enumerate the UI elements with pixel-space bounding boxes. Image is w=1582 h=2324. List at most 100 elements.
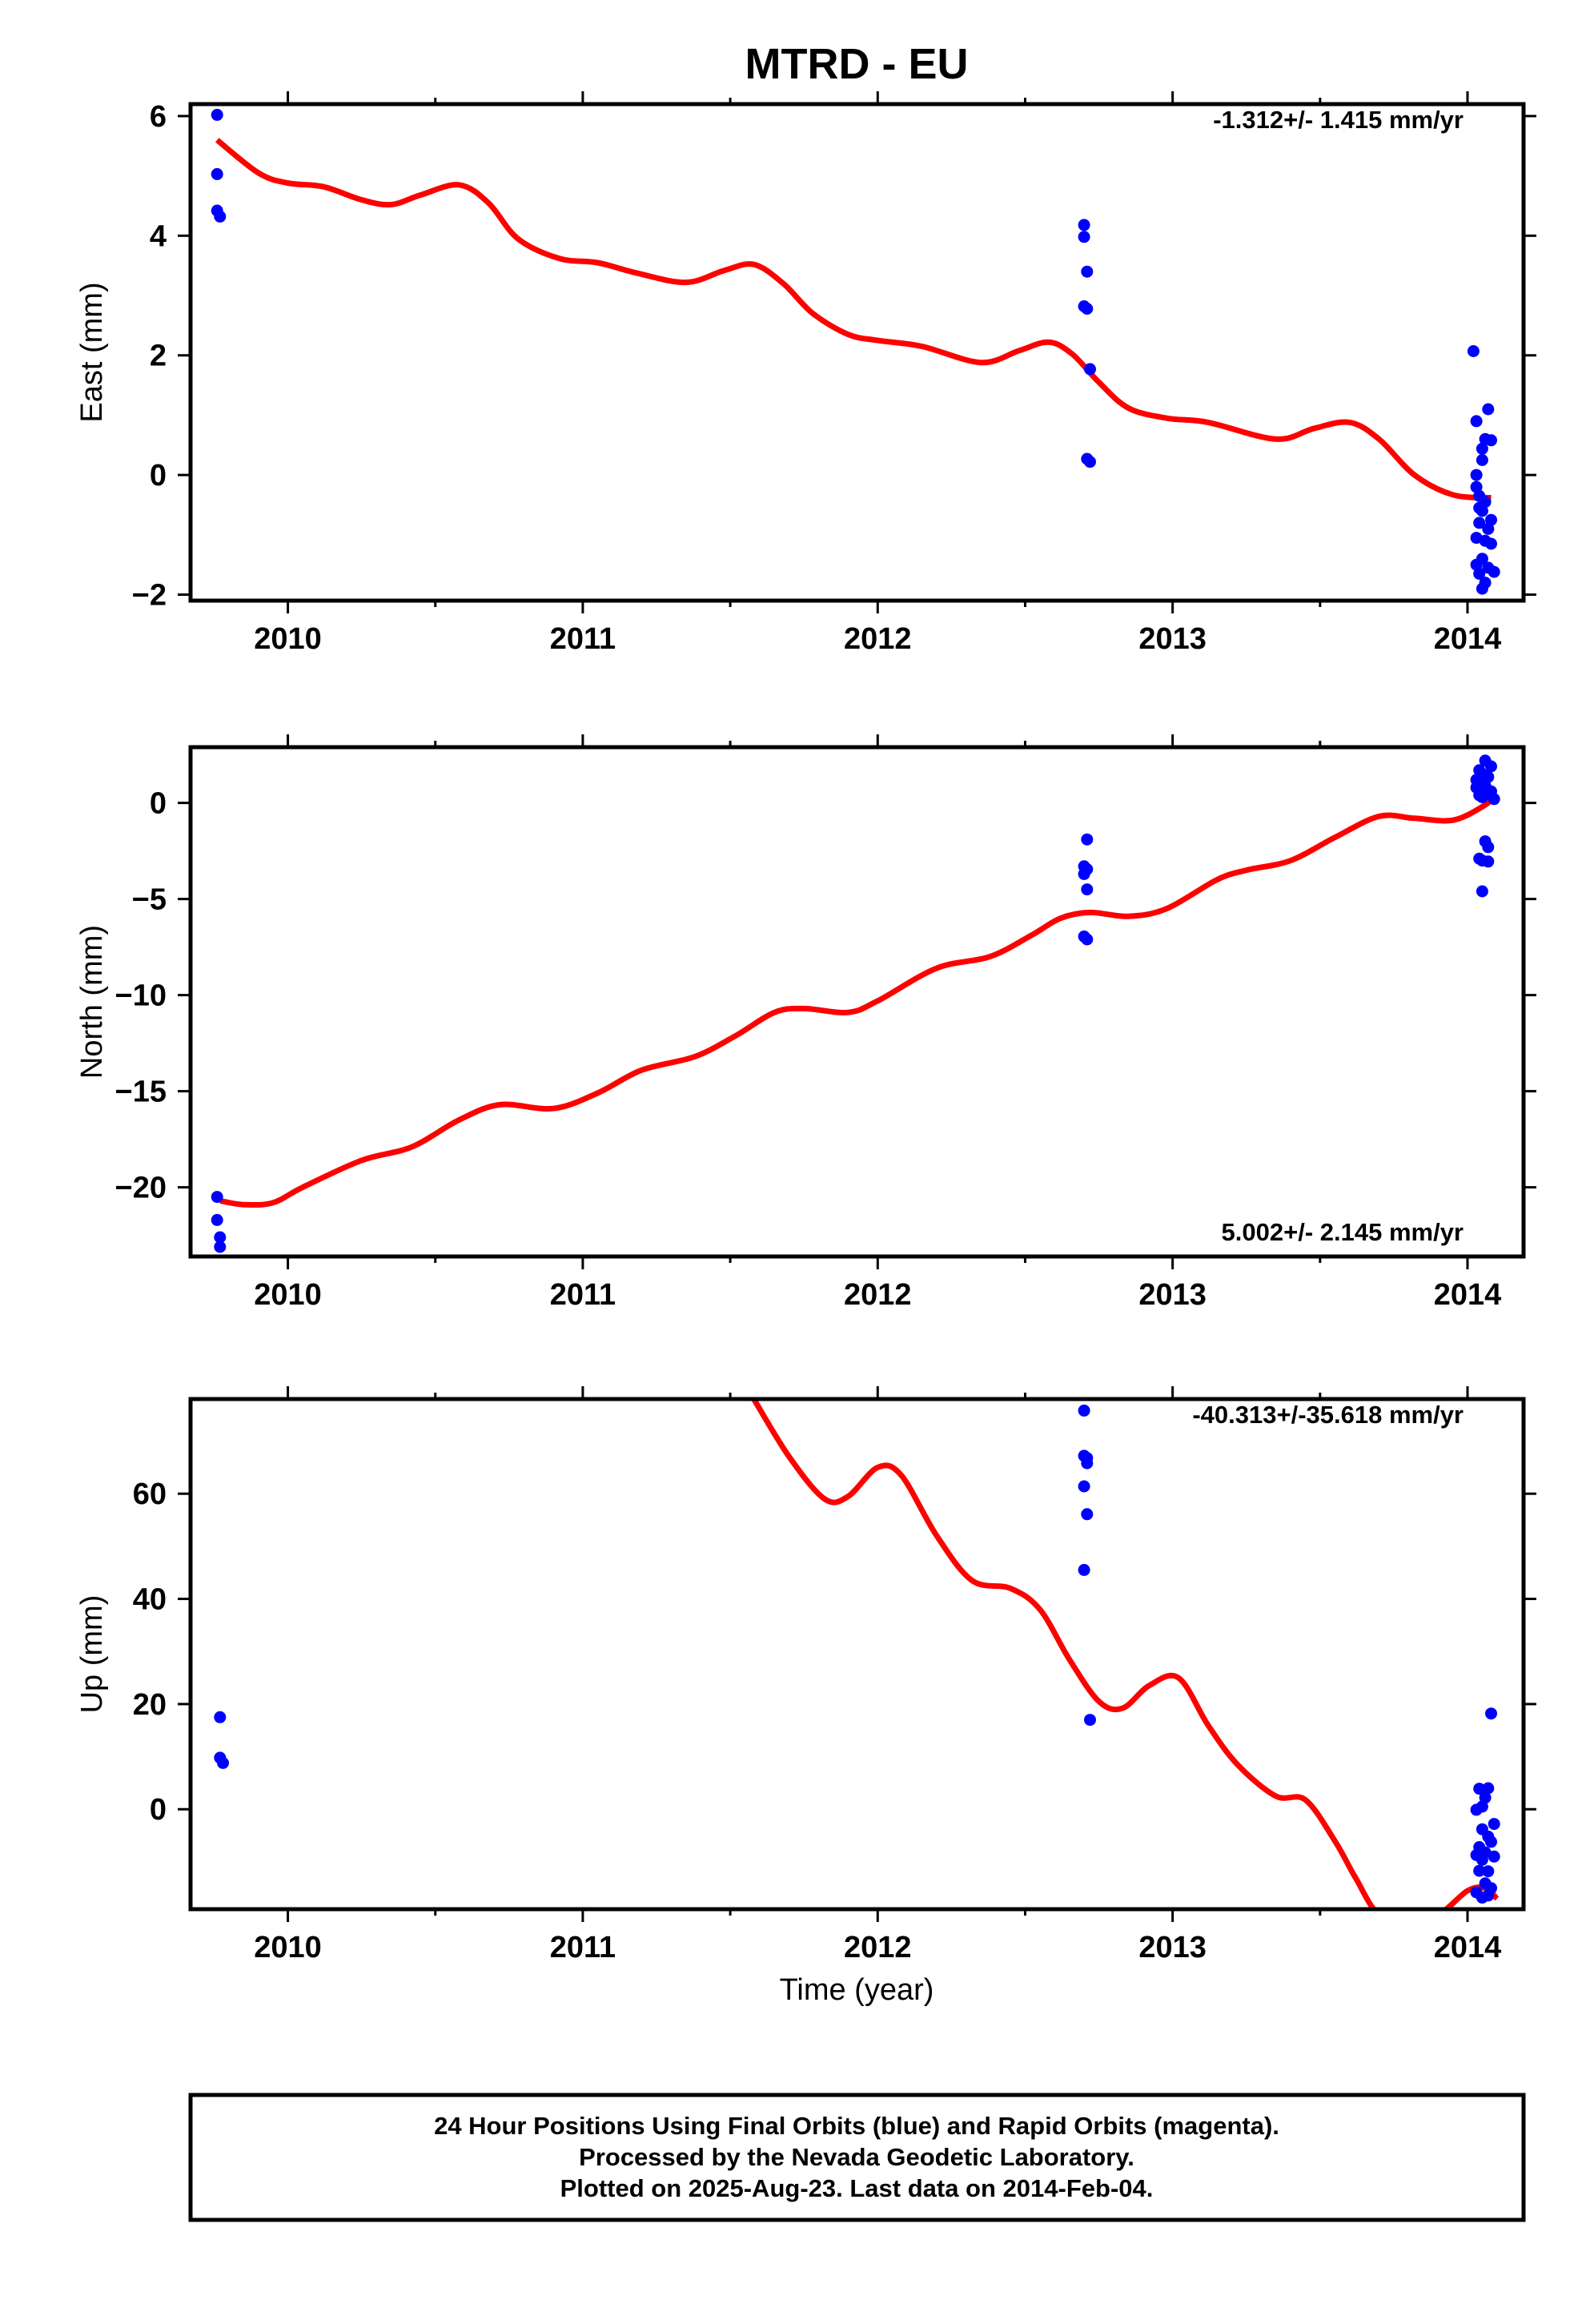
north-data-points — [211, 754, 1500, 1253]
up-model-curve — [751, 1399, 1500, 1909]
north-x-tick-label: 2014 — [1434, 1278, 1502, 1312]
east-model-curve — [215, 138, 1492, 501]
footer-line-1: 24 Hour Positions Using Final Orbits (bl… — [434, 2112, 1279, 2140]
east-data-point — [1078, 219, 1090, 231]
north-x-tick-label: 2012 — [844, 1278, 912, 1312]
east-y-tick-label: 2 — [150, 340, 167, 373]
east-x-tick-label: 2012 — [844, 622, 912, 656]
up-data-point — [1473, 1783, 1486, 1795]
up-data-point — [1482, 1782, 1495, 1795]
north-y-tick-label: −15 — [115, 1076, 167, 1109]
east-y-tick-label: −2 — [132, 579, 167, 613]
north-y-tick-label: −5 — [132, 883, 167, 917]
east-panel: 2010 2011 2012 2013 2014 −2 0 2 4 6 East (mm) -1.… — [75, 91, 1536, 656]
east-data-point — [211, 167, 223, 180]
east-data-points — [211, 108, 1500, 595]
east-x-tick-label: 2014 — [1434, 622, 1502, 656]
north-data-point — [1081, 883, 1094, 896]
north-model-curve — [219, 793, 1500, 1208]
figure-title: MTRD - EU — [745, 40, 969, 88]
up-axes: 2010 2011 2012 2013 2014 0 20 40 60 — [133, 1386, 1536, 1964]
east-model-line — [215, 138, 1492, 501]
up-data-point — [214, 1711, 227, 1723]
footer-line-3: Plotted on 2025-Aug-23. Last data on 201… — [560, 2174, 1154, 2202]
east-data-point — [1482, 403, 1495, 416]
east-data-point — [214, 210, 227, 223]
east-data-point — [1078, 231, 1090, 243]
up-data-point — [1078, 1404, 1090, 1417]
up-data-point — [1482, 1889, 1495, 1902]
footer-frame — [188, 2093, 1526, 2222]
up-x-tick-label: 2014 — [1434, 1931, 1502, 1964]
east-data-point — [1485, 537, 1497, 550]
east-data-point — [1473, 517, 1486, 529]
up-y-tick-label: 60 — [133, 1478, 167, 1511]
north-y-tick-label: −10 — [115, 979, 167, 1013]
up-data-point — [217, 1756, 229, 1769]
up-y-tick-label: 0 — [150, 1793, 167, 1827]
north-panel: 2010 2011 2012 2013 2014 −20 −15 −10 −5 0 North (… — [75, 734, 1536, 1312]
east-data-point — [1476, 505, 1488, 517]
up-panel: 2010 2011 2012 2013 2014 0 20 40 60 Up (mm) -40.… — [75, 1386, 1536, 1964]
east-data-point — [1485, 434, 1497, 447]
up-data-point — [1078, 1480, 1090, 1493]
east-rate-label: -1.312+/- 1.415 mm/yr — [1213, 106, 1464, 134]
up-data-point — [1078, 1563, 1090, 1576]
north-axis-label: North (mm) — [75, 925, 109, 1079]
north-x-tick-label: 2011 — [550, 1278, 616, 1312]
east-axis-label: East (mm) — [75, 282, 109, 422]
north-data-point — [211, 1191, 223, 1204]
east-data-point — [1476, 582, 1488, 595]
east-y-tick-label: 0 — [150, 459, 167, 493]
east-data-point — [1470, 468, 1483, 481]
north-data-point — [1081, 933, 1094, 946]
east-y-tick-label: 4 — [150, 219, 167, 253]
up-y-tick-label: 20 — [133, 1688, 167, 1722]
north-model-line — [219, 793, 1500, 1208]
up-data-point — [1488, 1850, 1500, 1863]
east-x-tick-label: 2011 — [550, 622, 616, 656]
north-data-point — [1482, 841, 1495, 854]
up-data-point — [1482, 1865, 1495, 1878]
up-data-point — [1081, 1508, 1094, 1521]
east-data-point — [1467, 345, 1480, 357]
east-x-tick-label: 2010 — [254, 622, 322, 656]
east-data-point — [1488, 565, 1500, 578]
footer-line-2: Processed by the Nevada Geodetic Laborat… — [579, 2143, 1134, 2171]
up-x-tick-label: 2012 — [844, 1931, 912, 1964]
up-data-points — [214, 1404, 1500, 1904]
up-x-tick-label: 2011 — [550, 1931, 616, 1964]
east-y-tick-label: 6 — [150, 100, 167, 134]
north-data-point — [214, 1231, 227, 1244]
up-y-tick-label: 40 — [133, 1583, 167, 1617]
north-data-point — [214, 1240, 227, 1253]
east-data-point — [1084, 363, 1096, 376]
up-data-point — [1485, 1835, 1497, 1848]
north-x-tick-label: 2013 — [1138, 1278, 1207, 1312]
up-data-point — [1084, 1714, 1096, 1727]
north-axes: 2010 2011 2012 2013 2014 −20 −15 −10 −5 0 — [115, 734, 1536, 1312]
north-data-point — [1488, 793, 1500, 806]
north-data-point — [1485, 760, 1497, 773]
up-axis-label: Up (mm) — [75, 1595, 109, 1714]
north-plot-frame — [188, 745, 1526, 1259]
east-data-point — [1482, 522, 1495, 535]
up-data-point — [1488, 1818, 1500, 1831]
north-rate-label: 5.002+/- 2.145 mm/yr — [1222, 1218, 1464, 1246]
x-axis-label: Time (year) — [780, 1973, 934, 2007]
east-data-point — [1084, 456, 1096, 468]
up-data-point — [1081, 1457, 1094, 1470]
north-data-point — [211, 1213, 223, 1226]
north-data-point — [1476, 885, 1488, 898]
east-data-point — [1476, 454, 1488, 466]
north-x-tick-label: 2010 — [254, 1278, 322, 1312]
up-model-line — [751, 1399, 1500, 1909]
up-data-point — [1470, 1803, 1483, 1816]
up-data-point — [1476, 1853, 1488, 1866]
up-rate-label: -40.313+/-35.618 mm/yr — [1192, 1401, 1464, 1429]
north-data-point — [1078, 867, 1090, 880]
up-data-point — [1485, 1707, 1497, 1720]
north-data-point — [1482, 855, 1495, 868]
east-data-point — [1473, 567, 1486, 580]
